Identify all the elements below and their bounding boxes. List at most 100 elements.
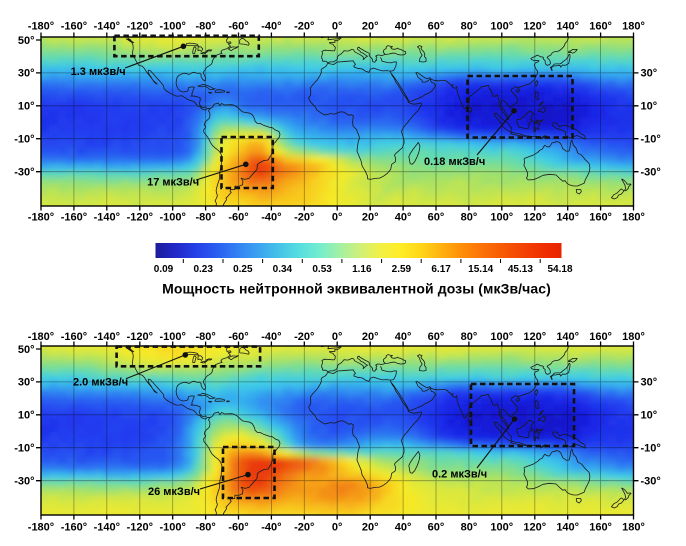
svg-text:2.0 мкЗв/ч: 2.0 мкЗв/ч <box>73 377 128 389</box>
svg-text:20°: 20° <box>362 21 379 33</box>
svg-text:160°: 160° <box>589 522 612 534</box>
svg-text:60°: 60° <box>428 522 445 534</box>
svg-text:26 мкЗв/ч: 26 мкЗв/ч <box>148 486 200 498</box>
svg-text:-120°: -120° <box>127 21 153 33</box>
svg-text:-10°: -10° <box>641 134 661 146</box>
svg-text:45.13: 45.13 <box>508 264 533 275</box>
svg-text:10°: 10° <box>18 101 35 113</box>
svg-text:20°: 20° <box>362 331 379 343</box>
svg-text:80°: 80° <box>461 212 478 224</box>
svg-text:0.23: 0.23 <box>193 264 213 275</box>
svg-text:-80°: -80° <box>195 522 215 534</box>
svg-text:0.09: 0.09 <box>154 264 174 275</box>
svg-text:1.16: 1.16 <box>352 264 372 275</box>
svg-text:80°: 80° <box>461 522 478 534</box>
svg-text:-40°: -40° <box>261 331 281 343</box>
svg-text:-30°: -30° <box>14 167 34 179</box>
svg-text:-30°: -30° <box>14 476 34 488</box>
svg-text:100°: 100° <box>490 212 513 224</box>
svg-text:60°: 60° <box>428 212 445 224</box>
svg-text:180°: 180° <box>622 331 645 343</box>
svg-text:120°: 120° <box>523 522 546 534</box>
svg-text:0.53: 0.53 <box>312 264 332 275</box>
svg-text:40°: 40° <box>395 21 412 33</box>
svg-text:120°: 120° <box>523 331 546 343</box>
svg-text:-180°: -180° <box>28 331 54 343</box>
svg-text:-160°: -160° <box>61 212 87 224</box>
svg-text:160°: 160° <box>589 331 612 343</box>
svg-text:-160°: -160° <box>61 331 87 343</box>
svg-text:-40°: -40° <box>261 212 281 224</box>
svg-text:160°: 160° <box>589 212 612 224</box>
svg-text:-80°: -80° <box>195 331 215 343</box>
svg-text:-180°: -180° <box>28 21 54 33</box>
svg-text:-140°: -140° <box>94 212 120 224</box>
svg-text:-80°: -80° <box>195 21 215 33</box>
svg-text:-60°: -60° <box>228 21 248 33</box>
svg-text:-120°: -120° <box>127 331 153 343</box>
svg-text:-20°: -20° <box>294 21 314 33</box>
svg-text:-120°: -120° <box>127 212 153 224</box>
svg-text:20°: 20° <box>362 522 379 534</box>
svg-text:-180°: -180° <box>28 212 54 224</box>
svg-text:-140°: -140° <box>94 522 120 534</box>
svg-text:-60°: -60° <box>228 522 248 534</box>
svg-text:140°: 140° <box>556 212 579 224</box>
svg-text:-100°: -100° <box>159 21 185 33</box>
svg-text:10°: 10° <box>641 101 658 113</box>
svg-text:0°: 0° <box>332 522 343 534</box>
svg-text:Мощность нейтронной эквивалент: Мощность нейтронной эквивалентной дозы (… <box>162 281 551 297</box>
svg-text:100°: 100° <box>490 21 513 33</box>
svg-text:140°: 140° <box>556 522 579 534</box>
svg-text:60°: 60° <box>428 331 445 343</box>
svg-text:6.17: 6.17 <box>431 264 451 275</box>
svg-text:30°: 30° <box>641 68 658 80</box>
svg-text:-160°: -160° <box>61 21 87 33</box>
svg-text:10°: 10° <box>641 410 658 422</box>
svg-text:80°: 80° <box>461 331 478 343</box>
svg-text:-40°: -40° <box>261 522 281 534</box>
svg-text:-140°: -140° <box>94 331 120 343</box>
svg-text:30°: 30° <box>18 68 35 80</box>
svg-text:-60°: -60° <box>228 212 248 224</box>
svg-text:80°: 80° <box>461 21 478 33</box>
svg-text:-20°: -20° <box>294 212 314 224</box>
svg-text:-100°: -100° <box>159 522 185 534</box>
svg-text:0°: 0° <box>332 21 343 33</box>
svg-text:17 мкЗв/ч: 17 мкЗв/ч <box>147 177 199 189</box>
svg-text:-140°: -140° <box>94 21 120 33</box>
svg-text:-80°: -80° <box>195 212 215 224</box>
svg-text:0.34: 0.34 <box>273 264 293 275</box>
svg-text:0.18 мкЗв/ч: 0.18 мкЗв/ч <box>424 156 485 168</box>
svg-text:140°: 140° <box>556 331 579 343</box>
svg-text:-10°: -10° <box>14 443 34 455</box>
svg-text:-40°: -40° <box>261 21 281 33</box>
svg-text:0.25: 0.25 <box>233 264 253 275</box>
svg-text:20°: 20° <box>362 212 379 224</box>
svg-text:0.2 мкЗв/ч: 0.2 мкЗв/ч <box>432 469 487 481</box>
svg-text:2.59: 2.59 <box>392 264 412 275</box>
svg-text:180°: 180° <box>622 21 645 33</box>
svg-text:-100°: -100° <box>159 212 185 224</box>
svg-text:-30°: -30° <box>641 167 661 179</box>
svg-text:-60°: -60° <box>228 331 248 343</box>
svg-text:30°: 30° <box>18 377 35 389</box>
svg-text:10°: 10° <box>18 410 35 422</box>
svg-text:120°: 120° <box>523 212 546 224</box>
svg-text:180°: 180° <box>622 522 645 534</box>
svg-text:-160°: -160° <box>61 522 87 534</box>
svg-text:-100°: -100° <box>159 331 185 343</box>
svg-text:60°: 60° <box>428 21 445 33</box>
svg-text:40°: 40° <box>395 331 412 343</box>
svg-text:50°: 50° <box>18 35 35 47</box>
svg-text:15.14: 15.14 <box>468 264 493 275</box>
svg-text:120°: 120° <box>523 21 546 33</box>
svg-text:54.18: 54.18 <box>547 264 572 275</box>
svg-text:140°: 140° <box>556 21 579 33</box>
svg-text:1.3 мкЗв/ч: 1.3 мкЗв/ч <box>71 66 126 78</box>
svg-text:-120°: -120° <box>127 522 153 534</box>
svg-text:0°: 0° <box>332 331 343 343</box>
svg-text:-180°: -180° <box>28 522 54 534</box>
svg-text:30°: 30° <box>641 377 658 389</box>
svg-text:40°: 40° <box>395 522 412 534</box>
